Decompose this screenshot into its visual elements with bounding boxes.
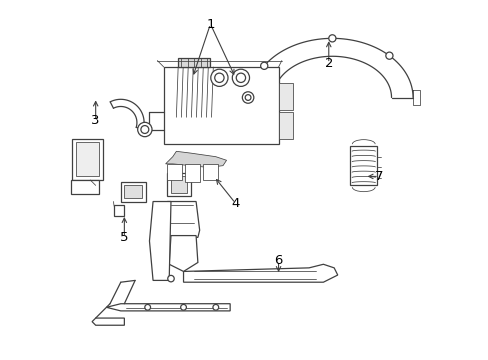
Circle shape [138, 122, 152, 137]
Polygon shape [72, 139, 102, 180]
Circle shape [232, 69, 249, 86]
Polygon shape [349, 146, 376, 185]
Polygon shape [203, 164, 217, 180]
Circle shape [242, 92, 253, 103]
Polygon shape [124, 185, 142, 198]
Polygon shape [70, 180, 99, 194]
Circle shape [328, 35, 335, 42]
Circle shape [244, 95, 250, 100]
Polygon shape [278, 112, 292, 139]
Polygon shape [183, 264, 337, 282]
Circle shape [167, 275, 174, 282]
Polygon shape [76, 142, 99, 176]
Circle shape [385, 52, 392, 59]
Polygon shape [163, 202, 199, 237]
Circle shape [210, 69, 227, 86]
Circle shape [214, 73, 224, 82]
Polygon shape [169, 235, 198, 271]
Polygon shape [165, 151, 226, 167]
Polygon shape [149, 202, 171, 280]
Text: 1: 1 [206, 18, 214, 31]
Text: 7: 7 [374, 170, 383, 183]
Polygon shape [167, 164, 182, 180]
Polygon shape [106, 304, 230, 311]
Polygon shape [92, 318, 124, 325]
Polygon shape [185, 164, 199, 182]
Circle shape [260, 62, 267, 69]
Polygon shape [178, 58, 210, 67]
Polygon shape [113, 205, 124, 216]
Text: 2: 2 [324, 57, 332, 70]
Circle shape [141, 126, 148, 134]
Text: 3: 3 [91, 114, 100, 127]
Polygon shape [163, 67, 278, 144]
Circle shape [212, 305, 218, 310]
Circle shape [236, 73, 245, 82]
Text: 4: 4 [231, 197, 239, 210]
Polygon shape [278, 83, 292, 110]
Polygon shape [121, 182, 145, 202]
Circle shape [144, 305, 150, 310]
Polygon shape [171, 176, 187, 193]
Polygon shape [167, 173, 190, 196]
Text: 5: 5 [120, 231, 128, 244]
Text: 6: 6 [274, 254, 282, 267]
Circle shape [180, 305, 186, 310]
